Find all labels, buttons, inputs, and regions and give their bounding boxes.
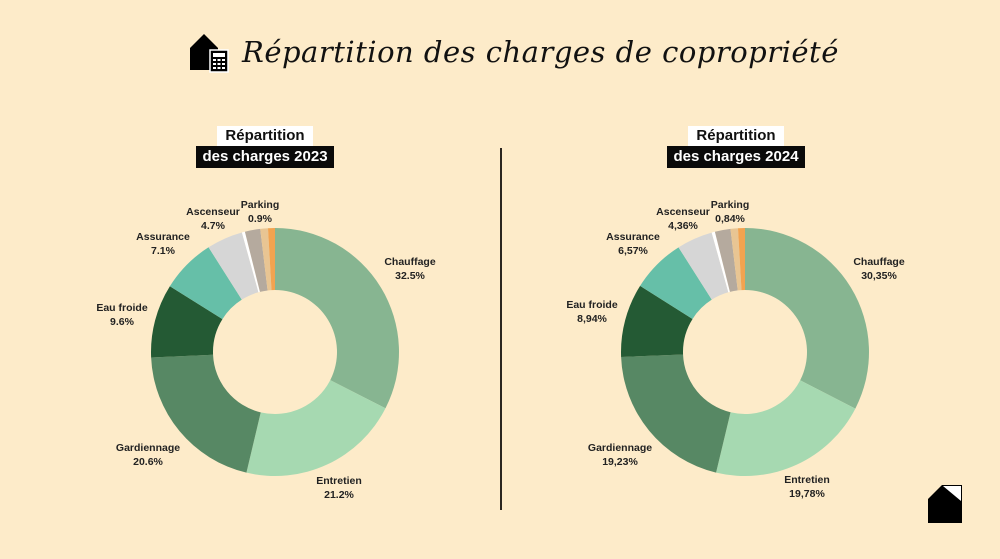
label-eau-froide-2023: Eau froide 9.6% (96, 302, 148, 328)
slice-eau-froide (621, 285, 693, 357)
label-gardiennage-2024: Gardiennage 19,23% (587, 442, 653, 468)
chart-title-line2: des charges 2024 (667, 146, 805, 168)
label-entretien-2024: Entretien 19,78% (784, 474, 830, 500)
slice-other (244, 228, 268, 292)
house-calculator-icon (190, 34, 229, 73)
label-gardiennage-2023: Gardiennage 20.6% (115, 442, 181, 468)
slice-parking (737, 228, 745, 291)
slice-chauffage (275, 228, 399, 409)
slice-parking (267, 228, 275, 291)
chart-title-2024: Répartition des charges 2024 (661, 126, 811, 168)
donut-chart-2023 (151, 228, 399, 476)
label-assurance-2024: Assurance 6,57% (606, 231, 660, 257)
chart-title-line2: des charges 2023 (196, 146, 334, 168)
page-header: Répartition des charges de copropriété (190, 28, 839, 76)
slice-ascenseur (208, 232, 259, 300)
document-icon (928, 485, 962, 523)
label-entretien-2023: Entretien 21.2% (316, 475, 362, 501)
slice-assurance (169, 247, 242, 320)
label-ascenseur-2023: Ascenseur 4.7% (186, 206, 240, 232)
label-chauffage-2023: Chauffage 32.5% (384, 256, 436, 282)
slice-eau-froide (151, 286, 223, 358)
donut-chart-2024 (621, 228, 869, 476)
chart-title-2023: Répartition des charges 2023 (190, 126, 340, 168)
slice-other (241, 231, 260, 293)
label-ascenseur-2024: Ascenseur 4,36% (656, 206, 710, 232)
slice-gardiennage (151, 354, 261, 473)
slice-entretien (716, 380, 856, 476)
slice-chauffage (745, 228, 869, 409)
slice-ascenseur (678, 232, 729, 300)
label-parking-2023: Parking 0.9% (240, 199, 280, 225)
slice-entretien (246, 380, 386, 476)
label-parking-2024: Parking 0,84% (710, 199, 750, 225)
chart-title-line1: Répartition (688, 126, 784, 146)
page-title: Répartition des charges de copropriété (242, 35, 839, 69)
slice-assurance (640, 247, 712, 319)
slice-other (711, 231, 730, 293)
label-chauffage-2024: Chauffage 30,35% (853, 256, 905, 282)
slice-gardiennage (621, 354, 731, 473)
label-eau-froide-2024: Eau froide 8,94% (566, 299, 618, 325)
slice-other (730, 228, 742, 291)
label-assurance-2023: Assurance 7.1% (136, 231, 190, 257)
vertical-divider (500, 148, 502, 510)
slice-other (714, 228, 738, 292)
chart-title-line1: Répartition (217, 126, 313, 146)
slice-other (260, 228, 272, 291)
